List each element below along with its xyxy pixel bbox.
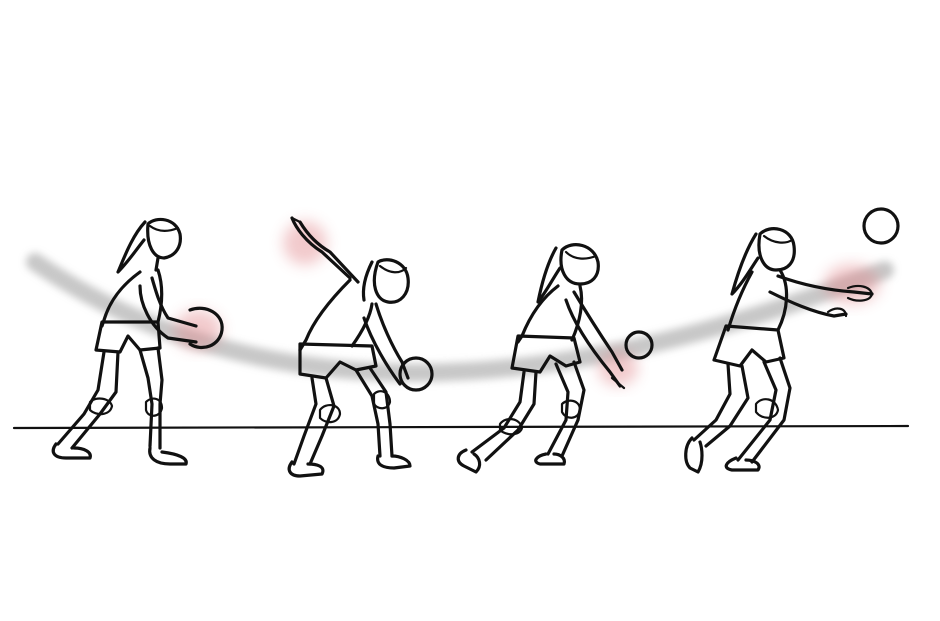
- motion-trail: [26, 253, 894, 382]
- figure-2-swing-back: [283, 216, 434, 478]
- figure-1-ready: [51, 217, 224, 466]
- figure-4-follow-through: [684, 207, 900, 474]
- figure-3-contact: [456, 243, 654, 474]
- ground-line: [12, 424, 910, 430]
